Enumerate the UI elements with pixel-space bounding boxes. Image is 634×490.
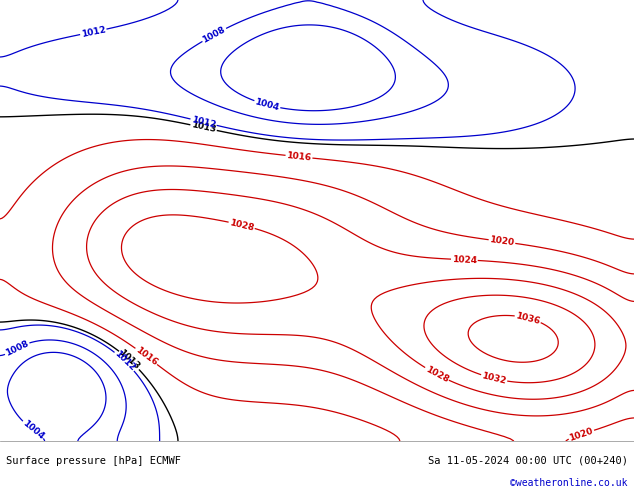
Text: 1020: 1020: [568, 426, 595, 442]
Text: 1004: 1004: [20, 418, 46, 441]
Text: Sa 11-05-2024 00:00 UTC (00+240): Sa 11-05-2024 00:00 UTC (00+240): [428, 456, 628, 466]
Text: 1012: 1012: [81, 25, 107, 39]
Text: 1036: 1036: [515, 311, 541, 326]
Text: 1016: 1016: [134, 345, 159, 368]
Text: 1008: 1008: [4, 339, 30, 358]
Text: 1012: 1012: [113, 349, 137, 373]
Text: 1008: 1008: [201, 25, 227, 45]
Text: 1028: 1028: [424, 365, 450, 384]
Text: Surface pressure [hPa] ECMWF: Surface pressure [hPa] ECMWF: [6, 456, 181, 466]
Text: ©weatheronline.co.uk: ©weatheronline.co.uk: [510, 478, 628, 488]
Text: 1013: 1013: [190, 121, 217, 135]
Text: 1013: 1013: [117, 348, 141, 372]
Text: 1004: 1004: [254, 97, 280, 112]
Text: 1028: 1028: [229, 218, 255, 232]
Text: 1032: 1032: [481, 371, 507, 386]
Text: 1024: 1024: [451, 255, 477, 265]
Text: 1012: 1012: [190, 115, 217, 129]
Text: 1020: 1020: [489, 235, 515, 248]
Text: 1016: 1016: [286, 151, 312, 163]
